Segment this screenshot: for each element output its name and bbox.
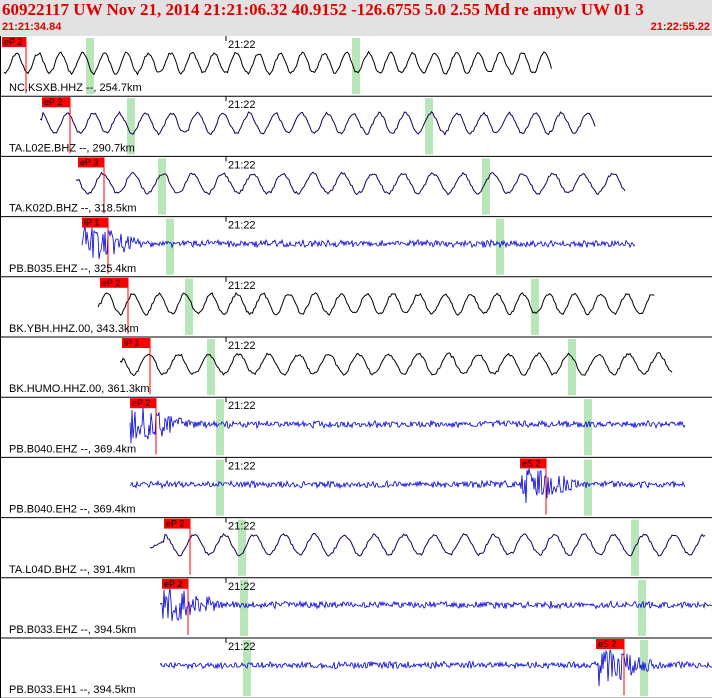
start-time: 21:21:34.84	[2, 21, 62, 33]
station-label: PB.B035.EHZ --, 325.4km	[9, 263, 136, 275]
arrival-window	[352, 38, 360, 95]
waveform	[3, 50, 552, 76]
time-marker-label: 21:22	[228, 39, 256, 51]
pick-flag[interactable]	[520, 458, 546, 469]
time-marker-label: 21:22	[228, 220, 256, 232]
arrival-window	[86, 38, 94, 95]
pick-label: eP 2	[4, 37, 22, 47]
time-marker-label: 21:22	[228, 641, 256, 653]
station-label: BK.YBH.HHZ.00, 343.3km	[9, 323, 139, 335]
station-label: PB.B040.EH2 --, 369.4km	[9, 504, 136, 516]
arrival-window	[216, 399, 224, 456]
waveform	[149, 532, 706, 557]
pick-flag[interactable]	[2, 37, 26, 47]
station-label: TA.K02D.BHZ --, 318.5km	[9, 203, 137, 215]
pick-label: eP 2	[102, 278, 120, 288]
pick-label: eS 2	[598, 639, 617, 649]
time-marker-label: 21:22	[228, 280, 256, 292]
time-marker-label: 21:22	[228, 159, 256, 171]
arrival-window	[531, 278, 539, 335]
waveform	[97, 292, 655, 316]
pick-label: iP 1	[124, 338, 139, 348]
waveform	[129, 468, 686, 504]
event-title: 60922117 UW Nov 21, 2014 21:21:06.32 40.…	[2, 0, 644, 19]
trace-panel[interactable]: 21:22 eP 2 PB.B033.EHZ --, 394.5km	[0, 577, 712, 639]
station-label: PB.B033.EH1 --, 394.5km	[9, 684, 136, 696]
arrival-window	[207, 339, 215, 396]
trace-panel[interactable]: 21:22 eP 3 TA.K02D.BHZ --, 318.5km	[0, 156, 712, 218]
pick-label: eP 3	[80, 157, 98, 167]
pick-flag[interactable]	[162, 578, 188, 589]
pick-flag[interactable]	[164, 518, 190, 529]
pick-flag[interactable]	[122, 338, 150, 348]
trace-panel[interactable]: 21:22 eP 2 TA.L02E.BHZ --, 290.7km	[0, 96, 712, 157]
arrival-window	[166, 218, 174, 275]
arrival-window	[238, 519, 246, 576]
time-marker-label: 21:22	[228, 521, 256, 533]
pick-flag[interactable]	[596, 639, 624, 649]
trace-panel[interactable]: 21:22 eP 2 PB.B040.EHZ --, 369.4km	[0, 397, 712, 458]
pick-label: eP 2	[164, 579, 182, 589]
arrival-window	[638, 579, 646, 636]
pick-label: eS 2	[522, 458, 541, 468]
arrival-window	[584, 399, 592, 456]
pick-flag[interactable]	[78, 157, 104, 168]
waveform	[119, 352, 673, 377]
arrival-window	[127, 98, 135, 155]
pick-flag[interactable]	[100, 277, 128, 288]
pick-flag[interactable]	[130, 398, 156, 409]
station-label: PB.B033.EHZ --, 394.5km	[9, 624, 136, 636]
arrival-window	[185, 278, 193, 335]
trace-panel[interactable]: 21:22 eP 2 TA.L04D.BHZ --, 391.4km	[0, 517, 712, 579]
title-bar: 60922117 UW Nov 21, 2014 21:21:06.32 40.…	[0, 0, 712, 36]
station-label: BK.HUMO.HHZ.00, 361.3km	[9, 383, 150, 395]
waveform	[129, 407, 686, 444]
pick-label: eP 2	[166, 519, 184, 529]
arrival-window	[584, 459, 592, 516]
seismogram-panel[interactable]: 21:22 eP 2 NC.KSXB.HHZ --, 254.7km 21:22 eP …	[0, 36, 712, 698]
trace-panel[interactable]: 21:22 eP 2 BK.YBH.HHZ.00, 343.3km	[0, 276, 712, 338]
trace-panel[interactable]: 21:22 iP 1 PB.B035.EHZ --, 325.4km	[0, 216, 712, 278]
trace-panel[interactable]: 21:22 iP 1 BK.HUMO.HHZ.00, 361.3km	[0, 337, 712, 398]
waveform	[39, 110, 596, 136]
waveform	[159, 588, 712, 621]
trace-panel[interactable]: 21:22 eP 2 NC.KSXB.HHZ --, 254.7km	[0, 36, 712, 97]
time-marker-label: 21:22	[228, 400, 256, 412]
pick-label: eP 2	[44, 97, 62, 107]
pick-label: iP 1	[84, 218, 99, 228]
time-marker-label: 21:22	[228, 99, 256, 111]
arrival-window	[158, 158, 166, 215]
station-label: TA.L04D.BHZ --, 391.4km	[9, 564, 135, 576]
trace-panel[interactable]: 21:22 eS 2 PB.B040.EH2 --, 369.4km	[0, 457, 712, 519]
time-marker-label: 21:22	[228, 340, 256, 352]
station-label: NC.KSXB.HHZ --, 254.7km	[9, 82, 142, 94]
time-marker-label: 21:22	[228, 460, 256, 472]
end-time: 21:22:55.22	[650, 21, 710, 33]
waveform	[75, 171, 626, 196]
waveform	[159, 649, 712, 687]
arrival-window	[240, 579, 248, 636]
arrival-window	[568, 339, 576, 396]
waveform	[81, 224, 636, 260]
time-marker-label: 21:22	[228, 581, 256, 593]
station-label: TA.L02E.BHZ --, 290.7km	[9, 142, 135, 154]
station-label: PB.B040.EHZ --, 369.4km	[9, 443, 136, 455]
trace-panel[interactable]: 21:22 eS 2 PB.B033.EH1 --, 394.5km	[0, 638, 712, 698]
arrival-window	[425, 98, 433, 155]
pick-flag[interactable]	[82, 217, 108, 228]
arrival-window	[216, 459, 224, 516]
arrival-window	[482, 158, 490, 215]
pick-label: eP 2	[132, 398, 150, 408]
pick-flag[interactable]	[42, 97, 70, 108]
